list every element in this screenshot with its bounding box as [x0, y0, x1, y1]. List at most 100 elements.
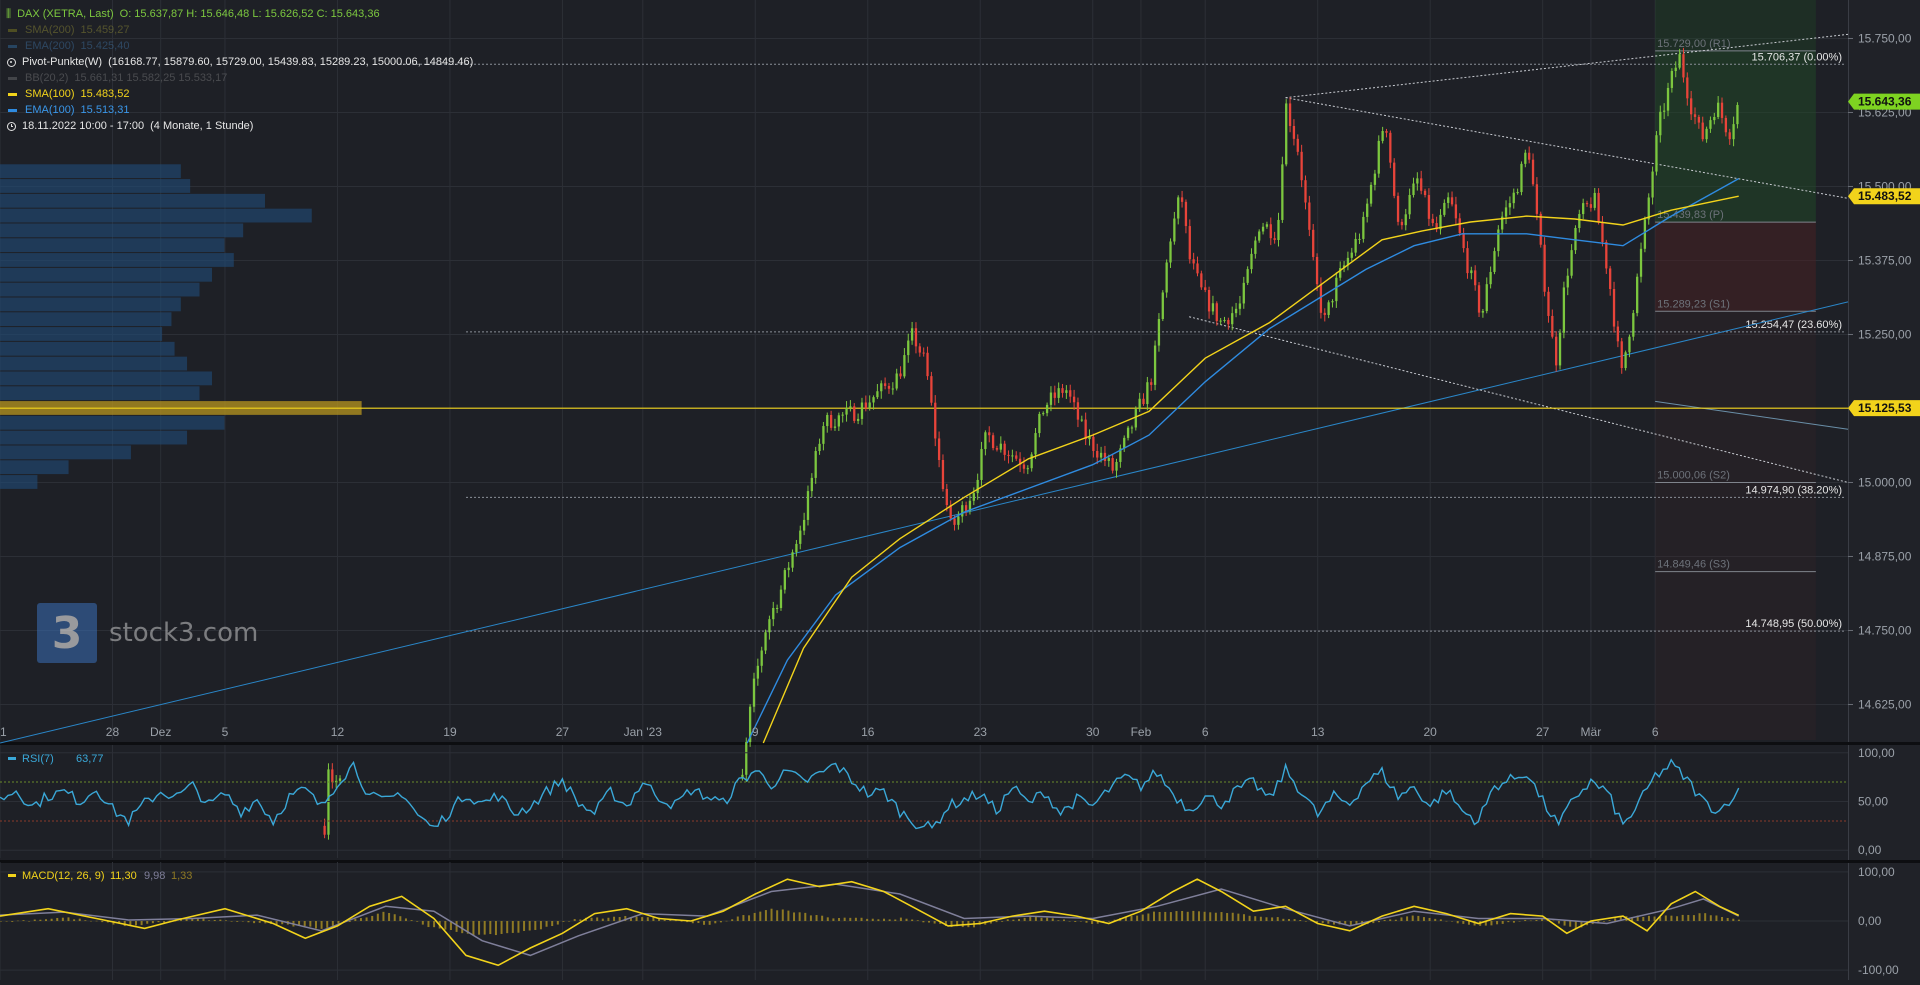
candle	[323, 818, 326, 839]
macd-histogram-bar	[44, 919, 47, 921]
candle	[972, 487, 975, 506]
time-tick-label: 12	[331, 725, 345, 739]
candle-body	[1678, 54, 1681, 68]
channel-lower-line[interactable]	[1189, 316, 1849, 483]
candle-body	[1369, 184, 1373, 204]
candle	[1180, 190, 1184, 208]
macd-histogram-bar	[770, 908, 773, 921]
candle-body	[764, 632, 767, 651]
candle	[1686, 72, 1689, 106]
candle	[772, 601, 775, 627]
legend-ema100[interactable]: EMA(100) 15.513,31	[6, 102, 473, 118]
watermark-text: stock3.com	[109, 618, 259, 648]
channel-lower-solid-line[interactable]	[1655, 400, 1849, 430]
candle-body	[1693, 114, 1697, 117]
candle-body	[1204, 287, 1207, 291]
channel-middle-line[interactable]	[1285, 97, 1849, 199]
candle-body	[1570, 250, 1573, 276]
candle-body	[1663, 110, 1666, 112]
macd-histogram-bar	[629, 917, 632, 921]
macd-histogram-bar	[731, 919, 734, 921]
macd-histogram-bar	[224, 920, 227, 921]
macd-histogram-bar	[714, 921, 717, 924]
fibonacci-label: 14.748,95 (50.00%)	[1745, 618, 1842, 630]
candle-body	[1099, 452, 1103, 458]
legend-sma100[interactable]: SMA(100) 15.483,52	[6, 86, 473, 102]
candle-body	[1427, 195, 1431, 219]
candle	[883, 377, 887, 390]
rsi-legend[interactable]: RSI(7) 63,77	[8, 753, 104, 765]
candle-body	[1142, 398, 1145, 405]
macd-histogram-bar	[1068, 921, 1071, 922]
candle	[849, 400, 852, 412]
candle-body	[883, 383, 887, 386]
candle-body	[745, 742, 748, 775]
candle	[768, 615, 771, 640]
candle	[1184, 199, 1188, 234]
candle-body	[926, 352, 929, 377]
candle	[1420, 170, 1423, 195]
macd-histogram-bar	[1181, 910, 1184, 921]
macd-histogram-bar	[500, 921, 503, 934]
candle	[1501, 211, 1504, 234]
rsi-pane[interactable]: 0,00 50,00 100,00 RSI(7) 63,77	[0, 745, 1895, 858]
candle-body	[1578, 214, 1581, 228]
pane-separator-rsi[interactable]	[0, 742, 1920, 745]
legend-instrument[interactable]: ⫼ DAX (XETRA, Last) O: 15.637,87 H: 15.6…	[6, 6, 473, 22]
macd-histogram-bar	[764, 910, 767, 921]
macd-histogram-bar	[1001, 921, 1004, 922]
candle	[1385, 128, 1388, 138]
candle	[1609, 265, 1612, 296]
macd-histogram-bar	[433, 921, 436, 928]
legend-pivot[interactable]: Pivot-Punkte(W) (16168.77, 15879.60, 157…	[6, 54, 473, 70]
candle-body	[1342, 265, 1346, 269]
macd-histogram-bar	[258, 921, 261, 923]
macd-histogram-bar	[1732, 918, 1735, 921]
price-tick-label: 15.375,00	[1858, 253, 1912, 267]
macd-histogram-bar	[1647, 915, 1650, 921]
candle	[1555, 331, 1558, 372]
macd-histogram-bar	[1698, 913, 1701, 921]
macd-histogram-bar	[1501, 921, 1504, 924]
macd-histogram-bar	[1085, 921, 1088, 923]
candle	[1358, 233, 1361, 245]
macd-histogram-bar	[202, 918, 205, 921]
candle	[1312, 223, 1315, 261]
macd-legend[interactable]: MACD(12, 26, 9) 11,30 9,98 1,33	[8, 870, 192, 882]
pane-separator-macd[interactable]	[0, 860, 1920, 863]
candle	[760, 646, 763, 673]
legend-sma200[interactable]: SMA(200) 15.459,27	[6, 22, 473, 38]
candle	[910, 321, 914, 345]
candle	[1543, 237, 1546, 297]
candle	[1285, 99, 1288, 167]
candle-body	[1385, 131, 1388, 133]
macd-pane[interactable]: -100,00 0,00 100,00 MACD(12, 26, 9) 11,30 9,9…	[0, 862, 1899, 980]
candle	[1624, 350, 1627, 371]
macd-histogram-bar	[1074, 921, 1077, 922]
candle	[945, 483, 948, 512]
macd-histogram-bar	[146, 921, 149, 924]
macd-histogram-bar	[1355, 921, 1358, 925]
candle	[1393, 158, 1396, 199]
macd-histogram-bar	[1316, 921, 1319, 923]
candle-body	[1605, 242, 1608, 269]
candle	[1346, 251, 1350, 271]
candle	[826, 412, 829, 433]
macd-histogram-bar	[1124, 916, 1127, 921]
volume-profile-bar	[0, 430, 188, 445]
candle-body	[768, 619, 771, 633]
candle-body	[1069, 390, 1072, 397]
sma100-swatch-icon	[8, 92, 17, 96]
candle-body	[1123, 437, 1126, 449]
legend-bb[interactable]: BB(20,2) 15.661,31 15.582,25 15.533,17	[6, 70, 473, 86]
candle-body	[1470, 270, 1473, 274]
macd-histogram-bar	[849, 917, 852, 921]
macd-histogram-bar	[73, 919, 76, 921]
legend-period[interactable]: 18.11.2022 10:00 - 17:00 (4 Monate, 1 St…	[6, 118, 473, 134]
macd-histogram-bar	[1327, 921, 1330, 924]
candle	[1717, 96, 1720, 120]
legend-ema200[interactable]: EMA(200) 15.425,40	[6, 38, 473, 54]
candle-body	[1126, 427, 1130, 438]
